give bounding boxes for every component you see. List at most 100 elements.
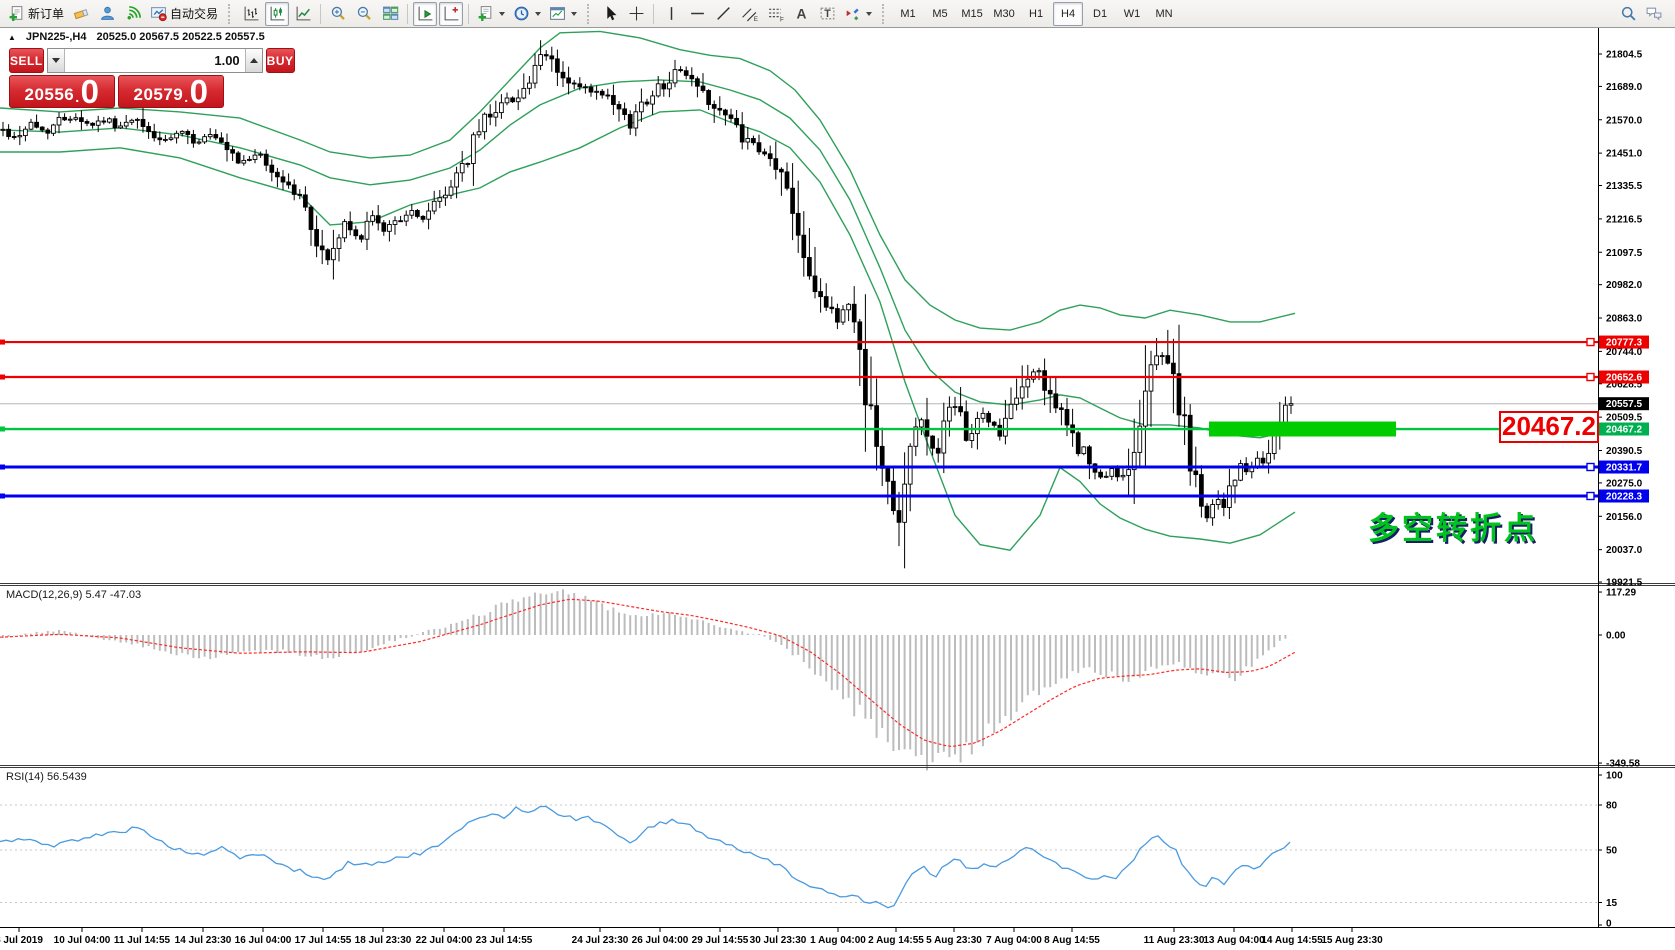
svg-text:20557.5: 20557.5 (1606, 399, 1643, 410)
zoom-in-icon (331, 6, 345, 20)
svg-text:20982.0: 20982.0 (1606, 280, 1643, 291)
volume-increase-button[interactable] (244, 49, 262, 72)
zoom-out-icon (357, 6, 371, 20)
chart-title: ▲ JPN225-,H4 20525.0 20567.5 20522.5 205… (8, 31, 265, 43)
line-right-handle[interactable] (1586, 491, 1595, 501)
ohlc-values: 20525.0 20567.5 20522.5 20557.5 (96, 31, 265, 43)
indicators-button[interactable] (474, 2, 508, 26)
autotrading-button[interactable]: 自动交易 (147, 2, 221, 26)
auto-scroll-button[interactable] (413, 1, 438, 26)
macd-panel: MACD(12,26,9) 5.47 -47.03 (0, 589, 1296, 771)
level-price-label[interactable]: 20467.2 (1499, 411, 1599, 443)
svg-text:20037.0: 20037.0 (1606, 545, 1643, 556)
arrows-tool-button[interactable] (841, 2, 875, 26)
svg-text:13 Aug 04:00: 13 Aug 04:00 (1203, 935, 1265, 946)
horizontal-line-button[interactable] (685, 2, 709, 26)
timeframe-m5[interactable]: M5 (925, 2, 955, 26)
crosshair-button[interactable] (624, 2, 648, 26)
buy-price-last-digit: 0 (189, 72, 209, 110)
line-left-handle[interactable] (0, 374, 5, 380)
fibonacci-button[interactable]: F (763, 2, 787, 26)
toolbar-right-group (1615, 2, 1667, 26)
zoom-out-button[interactable] (352, 2, 376, 26)
timeframe-w1[interactable]: W1 (1117, 2, 1147, 26)
volume-input[interactable] (64, 49, 245, 72)
chart-shift-button[interactable] (439, 1, 464, 26)
line-left-handle[interactable] (0, 426, 5, 432)
line-right-handle[interactable] (1586, 372, 1595, 382)
svg-text:24 Jul 23:30: 24 Jul 23:30 (572, 935, 629, 946)
svg-text:80: 80 (1606, 801, 1618, 812)
sell-price-last-digit: 0 (80, 72, 100, 110)
svg-text:10 Jul 04:00: 10 Jul 04:00 (54, 935, 111, 946)
timeframe-d1[interactable]: D1 (1085, 2, 1115, 26)
line-left-handle[interactable] (0, 493, 5, 499)
cursor-button[interactable] (598, 2, 622, 26)
bar-chart-button[interactable] (239, 2, 263, 26)
svg-text:-349.58: -349.58 (1606, 759, 1640, 770)
signals-button[interactable] (121, 2, 145, 26)
eraser-button[interactable] (69, 2, 93, 26)
line-right-handle[interactable] (1586, 337, 1595, 347)
timeframe-m15[interactable]: M15 (957, 2, 987, 26)
line-chart-button[interactable] (291, 2, 315, 26)
svg-text:5 Aug 23:30: 5 Aug 23:30 (926, 935, 982, 946)
trendline-button[interactable] (711, 2, 735, 26)
buy-price-box[interactable]: 20579. 0 (118, 75, 224, 108)
rsi-label: RSI(14) 56.5439 (6, 771, 87, 783)
vertical-line-button[interactable] (659, 2, 683, 26)
svg-text:A: A (796, 5, 806, 21)
chevron-down-icon (571, 11, 578, 16)
toolbar-separator (653, 3, 655, 24)
price-tag-20652.6 (1599, 370, 1649, 384)
macd-histogram (2, 589, 1292, 771)
volume-decrease-button[interactable] (47, 49, 65, 72)
text-label-button[interactable]: T (815, 2, 839, 26)
new-order-button[interactable]: 新订单 (5, 2, 67, 26)
support-rectangle-object[interactable] (1209, 421, 1396, 437)
timeframe-h4[interactable]: H4 (1053, 1, 1084, 26)
chat-button[interactable] (1642, 2, 1666, 26)
zoom-in-button[interactable] (326, 2, 350, 26)
equidistant-channel-button[interactable]: E (737, 2, 761, 26)
svg-text:11 Jul 14:55: 11 Jul 14:55 (114, 935, 171, 946)
line-left-handle[interactable] (0, 464, 5, 470)
arrows-icon (846, 8, 859, 21)
timeframe-mn[interactable]: MN (1149, 2, 1179, 26)
templates-button[interactable] (546, 2, 580, 26)
svg-text:117.29: 117.29 (1606, 588, 1636, 599)
svg-text:21097.5: 21097.5 (1606, 248, 1643, 259)
toolbar-separator (407, 3, 409, 24)
timeframe-m30[interactable]: M30 (989, 2, 1019, 26)
svg-text:20331.7: 20331.7 (1606, 463, 1643, 474)
svg-text:17 Jul 14:55: 17 Jul 14:55 (295, 935, 352, 946)
svg-text:20744.0: 20744.0 (1606, 347, 1643, 358)
timeframe-m1[interactable]: M1 (893, 2, 923, 26)
candlestick-chart-button[interactable] (265, 1, 290, 26)
svg-text:7 Aug 04:00: 7 Aug 04:00 (986, 935, 1042, 946)
decimal-separator: . (184, 88, 189, 105)
timeframe-h1[interactable]: H1 (1021, 2, 1051, 26)
svg-text:26 Jul 04:00: 26 Jul 04:00 (632, 935, 689, 946)
timeframe-group: M1 M5 M15 M30 H1 H4 D1 W1 MN (892, 1, 1180, 26)
svg-text:20652.6: 20652.6 (1606, 373, 1643, 384)
tile-windows-button[interactable] (378, 2, 402, 26)
line-left-handle[interactable] (0, 339, 5, 345)
sell-button[interactable]: SELL (9, 48, 44, 73)
svg-text:20467.2: 20467.2 (1606, 425, 1643, 436)
buy-button[interactable]: BUY (265, 48, 295, 73)
svg-text:20628.5: 20628.5 (1606, 379, 1643, 390)
search-button[interactable] (1616, 2, 1640, 26)
community-button[interactable] (95, 2, 119, 26)
line-right-handle[interactable] (1586, 462, 1595, 472)
periods-button[interactable] (510, 2, 544, 26)
collapse-triangle-icon[interactable]: ▲ (8, 32, 16, 42)
turning-point-annotation[interactable]: 多空转折点 (1368, 511, 1538, 546)
svg-text:14 Aug 14:55: 14 Aug 14:55 (1261, 935, 1323, 946)
autotrading-icon (151, 7, 167, 22)
sell-price-box[interactable]: 20556. 0 (9, 75, 115, 108)
text-tool-button[interactable]: A (789, 2, 813, 26)
